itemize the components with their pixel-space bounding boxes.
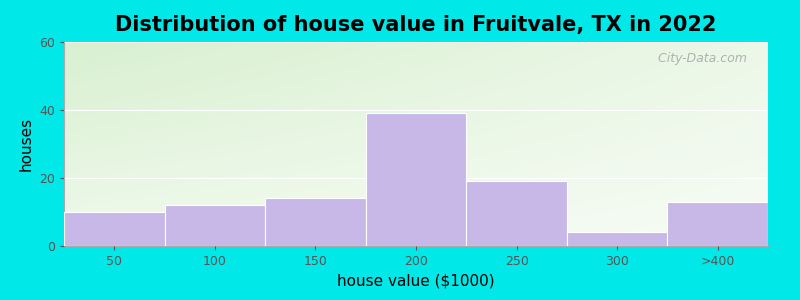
Bar — [165, 205, 265, 246]
Bar — [466, 182, 567, 246]
Y-axis label: houses: houses — [18, 117, 34, 171]
Bar — [64, 212, 165, 246]
Bar — [667, 202, 768, 246]
Text: City-Data.com: City-Data.com — [654, 52, 747, 65]
Bar — [366, 113, 466, 246]
X-axis label: house value ($1000): house value ($1000) — [337, 274, 495, 289]
Bar — [567, 232, 667, 246]
Bar — [265, 198, 366, 246]
Title: Distribution of house value in Fruitvale, TX in 2022: Distribution of house value in Fruitvale… — [115, 15, 717, 35]
